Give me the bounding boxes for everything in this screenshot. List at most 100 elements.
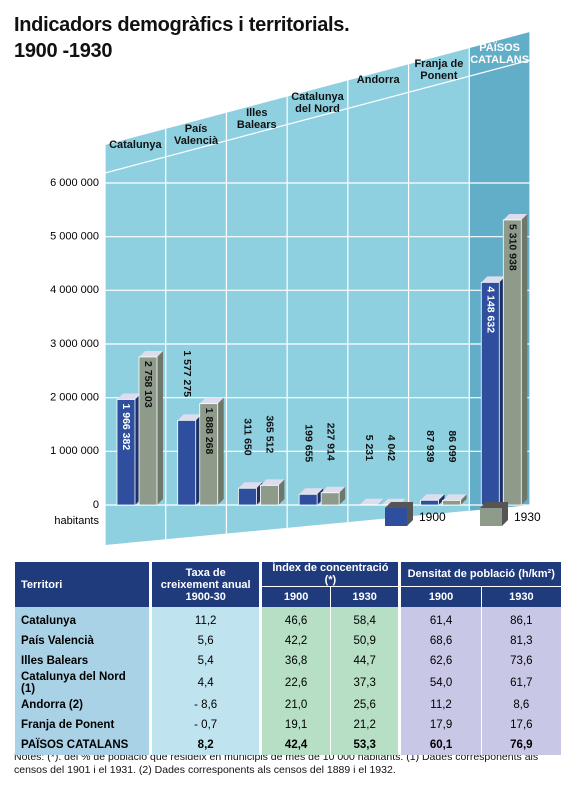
table-cell: 68,6 xyxy=(398,631,481,651)
table-cell: 81,3 xyxy=(480,631,561,651)
column-header: Taxa de creixement anual 1900-30 xyxy=(148,562,260,607)
bar xyxy=(298,493,318,506)
value-label: 311 650 xyxy=(242,418,254,456)
bar-side xyxy=(438,494,445,505)
bar-top xyxy=(238,482,263,489)
table-row: País Valencià 5,6 42,2 50,9 68,6 81,3 xyxy=(15,631,561,651)
table-cell: 60,1 xyxy=(398,735,481,755)
value-label: 5 231 xyxy=(363,435,375,461)
x-tick-label: País Valencià xyxy=(174,122,219,147)
value-label: 227 914 xyxy=(324,423,336,461)
table-cell: 86,1 xyxy=(480,607,561,631)
table-cell: 54,0 xyxy=(398,671,481,695)
bar-side xyxy=(217,397,224,505)
table-row: PAÏSOS CATALANS 8,2 42,4 53,3 60,1 76,9 xyxy=(15,735,561,755)
table-cell: 46,6 xyxy=(259,607,330,631)
table-cell: 21,2 xyxy=(329,715,399,735)
x-tick-label: Illes Balears xyxy=(236,106,277,131)
table-cell: 61,7 xyxy=(480,671,561,695)
table-cell: 36,8 xyxy=(259,651,330,671)
bar xyxy=(502,219,522,506)
bar xyxy=(177,419,197,506)
data-table: Territori Taxa de creixement anual 1900-3… xyxy=(15,562,561,755)
chart-title: Indicadors demogràfics i territorials. xyxy=(14,14,350,36)
x-tick-label: PAÏSOS CATALANS xyxy=(470,42,530,67)
table-row: Catalunya 11,2 46,6 58,4 61,4 86,1 xyxy=(15,607,561,631)
row-header: Catalunya xyxy=(15,607,149,631)
table-row: Catalunya del Nord (1) 4,4 22,6 37,3 54,0 61,… xyxy=(15,671,561,695)
column-subheader: 1930 xyxy=(329,587,399,607)
row-header: Catalunya del Nord (1) xyxy=(15,671,149,695)
table-cell: 62,6 xyxy=(398,651,481,671)
value-label: 1 888 268 xyxy=(203,408,215,455)
bar-top xyxy=(199,397,224,404)
bar-top xyxy=(321,486,346,493)
table-cell: 22,6 xyxy=(259,671,330,695)
bar-top xyxy=(442,494,467,501)
y-tick-label: 1 000 000 xyxy=(50,445,99,457)
bar-top xyxy=(359,498,384,505)
row-header: Andorra (2) xyxy=(15,695,149,715)
value-label: 1 577 275 xyxy=(181,350,193,397)
table-cell: - 8,6 xyxy=(148,695,260,715)
bar-top xyxy=(481,276,506,283)
y-axis-unit: habitants xyxy=(54,515,99,527)
table-row: Franja de Ponent - 0,7 19,1 21,2 17,9 17,6 xyxy=(15,715,561,735)
table-row: Andorra (2) - 8,6 21,0 25,6 11,2 8,6 xyxy=(15,695,561,715)
table-cell: 5,4 xyxy=(148,651,260,671)
bar-top xyxy=(299,488,324,495)
column-header: Densitat de població (h/km²) xyxy=(398,562,561,587)
column-header: Índex de concentració (*) xyxy=(259,562,399,587)
bar xyxy=(260,484,279,506)
bar xyxy=(420,499,439,506)
bar-top xyxy=(117,393,141,400)
value-label: 1 966 382 xyxy=(120,403,132,450)
y-tick-label: 6 000 000 xyxy=(50,177,99,189)
bar xyxy=(320,492,340,506)
table-cell: 19,1 xyxy=(259,715,330,735)
legend-swatch xyxy=(480,508,502,526)
table-cell: 42,2 xyxy=(259,631,330,651)
bar xyxy=(138,356,158,506)
row-header: País Valencià xyxy=(15,631,149,651)
table-cell: 21,0 xyxy=(259,695,330,715)
bar xyxy=(116,399,136,506)
table-row: Illes Balears 5,4 36,8 44,7 62,6 73,6 xyxy=(15,651,561,671)
value-label: 4 042 xyxy=(385,435,397,461)
value-label: 365 512 xyxy=(264,415,276,453)
bar-top xyxy=(260,479,285,486)
x-tick-label: Andorra xyxy=(356,74,400,87)
header-line xyxy=(104,59,531,174)
table-cell: 17,6 xyxy=(480,715,561,735)
bar-top xyxy=(139,350,163,357)
row-header: PAÏSOS CATALANS xyxy=(15,735,149,755)
column-subheader: 1930 xyxy=(480,587,561,607)
table-cell: 61,4 xyxy=(398,607,481,631)
table-cell: 11,2 xyxy=(148,607,260,631)
bar-top xyxy=(177,414,202,421)
table-cell: 76,9 xyxy=(480,735,561,755)
row-header: Franja de Ponent xyxy=(15,715,149,735)
table-cell: 25,6 xyxy=(329,695,399,715)
bar-top xyxy=(420,494,445,501)
value-label: 86 099 xyxy=(446,430,458,462)
bar-side xyxy=(339,486,346,505)
bar-top xyxy=(503,213,528,220)
table-cell: 58,4 xyxy=(329,607,399,631)
table-cell: 4,4 xyxy=(148,671,260,695)
table-cell: 8,2 xyxy=(148,735,260,755)
table-cell: 8,6 xyxy=(480,695,561,715)
legend-swatch xyxy=(385,508,407,526)
legend-label: 1930 xyxy=(514,510,541,524)
column-subheader: 1900 xyxy=(259,587,330,607)
bar-side xyxy=(460,494,467,505)
column-subheader: 1900 xyxy=(398,587,481,607)
value-label: 5 310 938 xyxy=(507,224,519,271)
table-cell: 17,9 xyxy=(398,715,481,735)
value-label: 199 655 xyxy=(302,424,314,462)
table-cell: 5,6 xyxy=(148,631,260,651)
bar-side xyxy=(521,213,528,505)
value-label: 4 148 632 xyxy=(485,286,497,333)
